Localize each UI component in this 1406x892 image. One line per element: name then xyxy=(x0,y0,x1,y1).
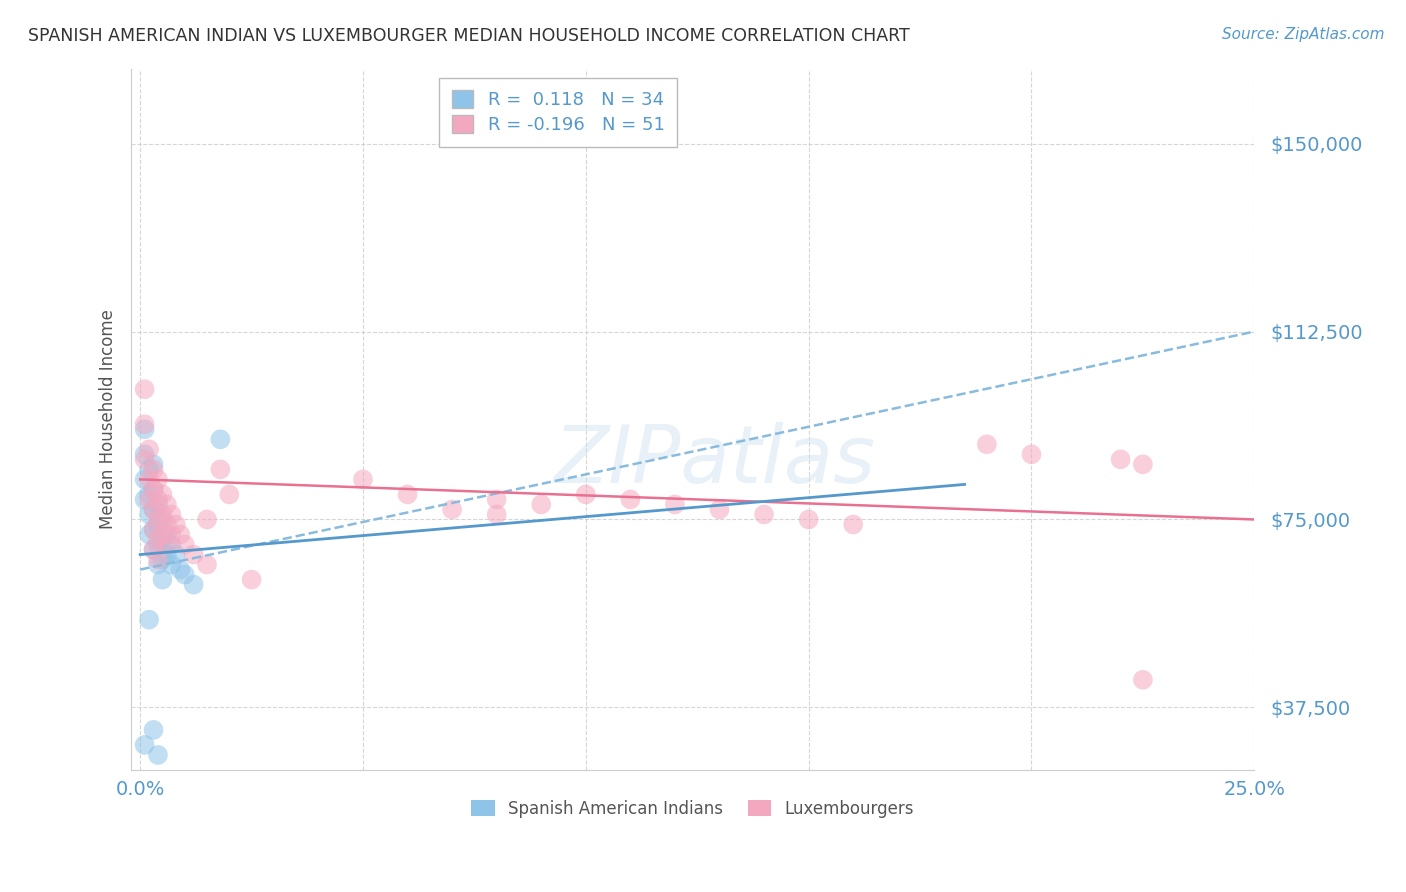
Point xyxy=(134,492,156,507)
Point xyxy=(134,738,156,752)
Point xyxy=(142,502,165,516)
Point xyxy=(152,512,174,526)
Point xyxy=(209,462,232,476)
Point xyxy=(138,442,160,457)
Point xyxy=(485,508,508,522)
Point xyxy=(1132,673,1154,687)
Point xyxy=(160,558,183,572)
Point xyxy=(169,527,191,541)
Point xyxy=(160,527,183,541)
Point xyxy=(240,573,263,587)
Point xyxy=(183,548,205,562)
Point xyxy=(183,577,205,591)
Point xyxy=(138,508,160,522)
Point xyxy=(146,537,169,551)
Point xyxy=(169,563,191,577)
Point xyxy=(146,747,169,762)
Point xyxy=(165,548,187,562)
Point xyxy=(1109,452,1132,467)
Point xyxy=(142,458,165,472)
Point xyxy=(156,537,179,551)
Point xyxy=(138,613,160,627)
Point xyxy=(152,552,174,566)
Point xyxy=(146,552,169,566)
Point xyxy=(152,508,174,522)
Point xyxy=(1021,447,1043,461)
Point xyxy=(142,462,165,476)
Point xyxy=(842,517,865,532)
Point xyxy=(709,502,731,516)
Point xyxy=(156,548,179,562)
Point xyxy=(134,382,156,396)
Point xyxy=(195,558,218,572)
Point xyxy=(152,533,174,547)
Point xyxy=(142,542,165,557)
Point xyxy=(173,537,195,551)
Point xyxy=(156,527,179,541)
Point xyxy=(209,432,232,446)
Point xyxy=(138,487,160,501)
Text: SPANISH AMERICAN INDIAN VS LUXEMBOURGER MEDIAN HOUSEHOLD INCOME CORRELATION CHAR: SPANISH AMERICAN INDIAN VS LUXEMBOURGER … xyxy=(28,27,910,45)
Point xyxy=(352,472,374,486)
Point xyxy=(142,542,165,557)
Text: Source: ZipAtlas.com: Source: ZipAtlas.com xyxy=(1222,27,1385,42)
Point xyxy=(396,487,419,501)
Point xyxy=(146,517,169,532)
Point xyxy=(138,527,160,541)
Point xyxy=(152,487,174,501)
Point xyxy=(530,498,553,512)
Point xyxy=(156,498,179,512)
Point xyxy=(976,437,998,451)
Point xyxy=(752,508,775,522)
Legend: Spanish American Indians, Luxembourgers: Spanish American Indians, Luxembourgers xyxy=(464,794,921,825)
Point xyxy=(146,558,169,572)
Point xyxy=(218,487,240,501)
Point xyxy=(1132,458,1154,472)
Point xyxy=(160,508,183,522)
Point xyxy=(146,533,169,547)
Point xyxy=(142,523,165,537)
Point xyxy=(195,512,218,526)
Point xyxy=(142,502,165,516)
Point xyxy=(173,567,195,582)
Point xyxy=(146,498,169,512)
Text: ZIPatlas: ZIPatlas xyxy=(554,422,876,500)
Point xyxy=(160,537,183,551)
Point xyxy=(485,492,508,507)
Point xyxy=(138,472,160,486)
Point xyxy=(134,422,156,436)
Point xyxy=(138,462,160,476)
Point xyxy=(138,492,160,507)
Point xyxy=(152,527,174,541)
Y-axis label: Median Household Income: Median Household Income xyxy=(100,310,117,529)
Point xyxy=(142,483,165,497)
Point xyxy=(134,452,156,467)
Point xyxy=(146,492,169,507)
Point xyxy=(146,512,169,526)
Point xyxy=(134,417,156,432)
Point xyxy=(441,502,464,516)
Point xyxy=(146,472,169,486)
Point xyxy=(664,498,686,512)
Point xyxy=(152,573,174,587)
Point xyxy=(575,487,598,501)
Point xyxy=(142,483,165,497)
Point xyxy=(619,492,641,507)
Point xyxy=(134,447,156,461)
Point xyxy=(142,723,165,737)
Point xyxy=(134,472,156,486)
Point xyxy=(156,517,179,532)
Point xyxy=(165,517,187,532)
Point xyxy=(142,523,165,537)
Point xyxy=(797,512,820,526)
